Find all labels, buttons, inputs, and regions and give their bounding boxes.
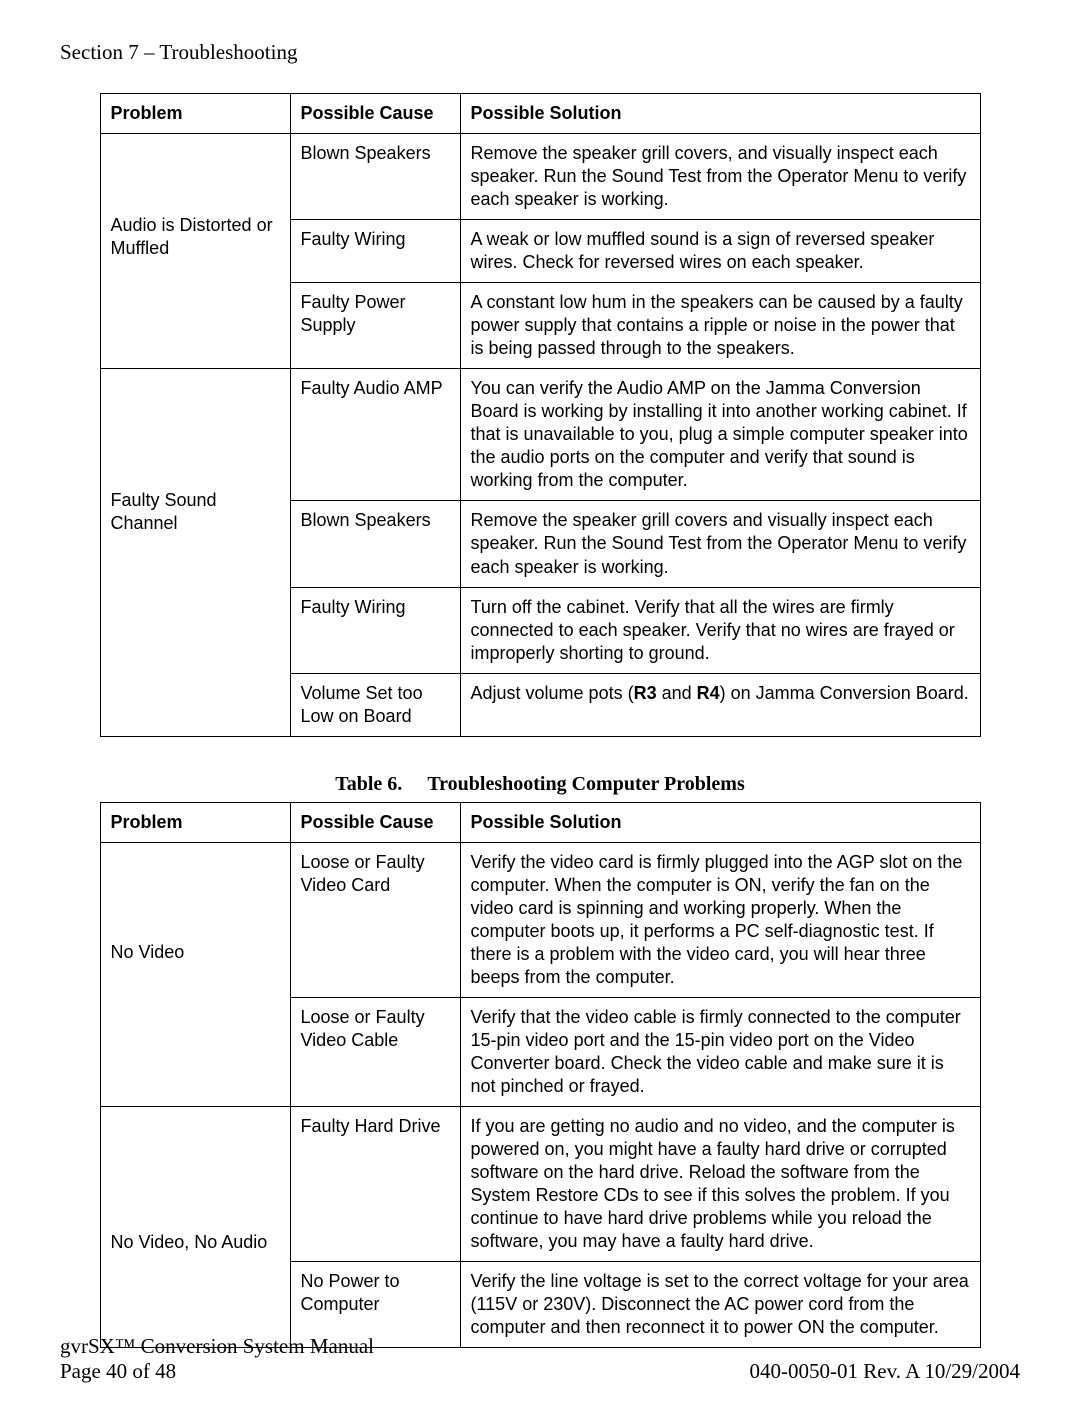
footer-doc-rev: 040-0050-01 Rev. A 10/29/2004 — [750, 1359, 1020, 1384]
col-header-problem: Problem — [100, 802, 290, 842]
solution-cell: You can verify the Audio AMP on the Jamm… — [460, 369, 980, 501]
caption-title: Troubleshooting Computer Problems — [427, 773, 744, 795]
section-header: Section 7 – Troubleshooting — [60, 40, 1020, 65]
table-header-row: Problem Possible Cause Possible Solution — [100, 94, 980, 134]
solution-cell: If you are getting no audio and no video… — [460, 1107, 980, 1262]
solution-cell: Verify that the video cable is firmly co… — [460, 997, 980, 1106]
problem-cell: No Video, No Audio — [100, 1107, 290, 1348]
solution-cell: Verify the video card is firmly plugged … — [460, 842, 980, 997]
cause-cell: Loose or Faulty Video Cable — [290, 997, 460, 1106]
cause-cell: Faulty Power Supply — [290, 283, 460, 369]
page-footer: gvrSX™ Conversion System Manual Page 40 … — [60, 1334, 1020, 1384]
caption-label: Table 6. — [335, 773, 402, 795]
solution-cell: A constant low hum in the speakers can b… — [460, 283, 980, 369]
solution-cell: Remove the speaker grill covers, and vis… — [460, 134, 980, 220]
cause-cell: Faulty Hard Drive — [290, 1107, 460, 1262]
solution-cell: Remove the speaker grill covers and visu… — [460, 501, 980, 587]
problem-cell: Faulty Sound Channel — [100, 369, 290, 736]
troubleshooting-table-computer: Problem Possible Cause Possible Solution… — [100, 802, 981, 1349]
table-row: Faulty Sound Channel Faulty Audio AMP Yo… — [100, 369, 980, 501]
col-header-problem: Problem — [100, 94, 290, 134]
problem-cell: No Video — [100, 842, 290, 1106]
cause-cell: Faulty Wiring — [290, 220, 460, 283]
table-caption: Table 6. Troubleshooting Computer Proble… — [60, 773, 1020, 796]
col-header-solution: Possible Solution — [460, 802, 980, 842]
solution-cell: A weak or low muffled sound is a sign of… — [460, 220, 980, 283]
cause-cell: Faulty Audio AMP — [290, 369, 460, 501]
problem-text: No Video, No Audio — [111, 1232, 268, 1252]
table-row: No Video Loose or Faulty Video Card Veri… — [100, 842, 980, 997]
cause-cell: Blown Speakers — [290, 501, 460, 587]
problem-cell: Audio is Distorted or Muffled — [100, 134, 290, 369]
problem-text: Audio is Distorted or Muffled — [111, 215, 273, 258]
problem-text: Faulty Sound Channel — [111, 490, 217, 533]
cause-cell: Loose or Faulty Video Card — [290, 842, 460, 997]
cause-cell: Blown Speakers — [290, 134, 460, 220]
cause-cell: Volume Set too Low on Board — [290, 673, 460, 736]
problem-text: No Video — [111, 942, 185, 962]
table-row: No Video, No Audio Faulty Hard Drive If … — [100, 1107, 980, 1262]
troubleshooting-table-audio: Problem Possible Cause Possible Solution… — [100, 93, 981, 737]
table-row: Audio is Distorted or Muffled Blown Spea… — [100, 134, 980, 220]
table-header-row: Problem Possible Cause Possible Solution — [100, 802, 980, 842]
footer-manual-title: gvrSX™ Conversion System Manual — [60, 1334, 374, 1359]
cause-cell: Faulty Wiring — [290, 587, 460, 673]
col-header-solution: Possible Solution — [460, 94, 980, 134]
solution-cell: Turn off the cabinet. Verify that all th… — [460, 587, 980, 673]
footer-page-number: Page 40 of 48 — [60, 1359, 176, 1384]
solution-cell: Adjust volume pots (R3 and R4) on Jamma … — [460, 673, 980, 736]
col-header-cause: Possible Cause — [290, 94, 460, 134]
page: Section 7 – Troubleshooting Problem Poss… — [0, 0, 1080, 1424]
col-header-cause: Possible Cause — [290, 802, 460, 842]
